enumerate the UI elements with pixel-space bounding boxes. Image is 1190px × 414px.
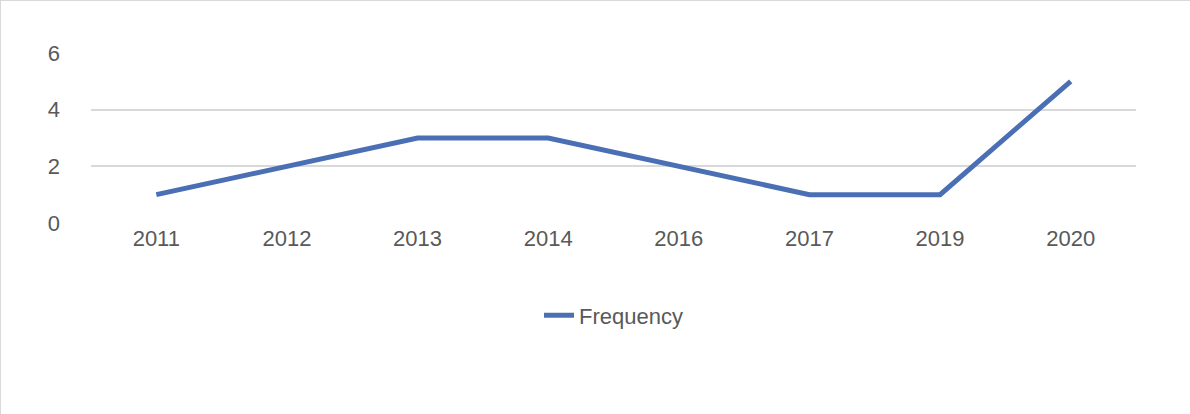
svg-text:2014: 2014 [524, 226, 573, 251]
svg-text:2017: 2017 [785, 226, 834, 251]
svg-text:2: 2 [48, 154, 60, 179]
svg-text:Frequency: Frequency [579, 304, 683, 329]
svg-text:2016: 2016 [654, 226, 703, 251]
svg-text:0: 0 [48, 211, 60, 236]
svg-text:2012: 2012 [262, 226, 311, 251]
svg-text:2013: 2013 [393, 226, 442, 251]
svg-text:6: 6 [48, 41, 60, 66]
svg-text:4: 4 [48, 97, 60, 122]
svg-text:2020: 2020 [1046, 226, 1095, 251]
svg-text:2019: 2019 [916, 226, 965, 251]
svg-text:2011: 2011 [133, 226, 180, 251]
